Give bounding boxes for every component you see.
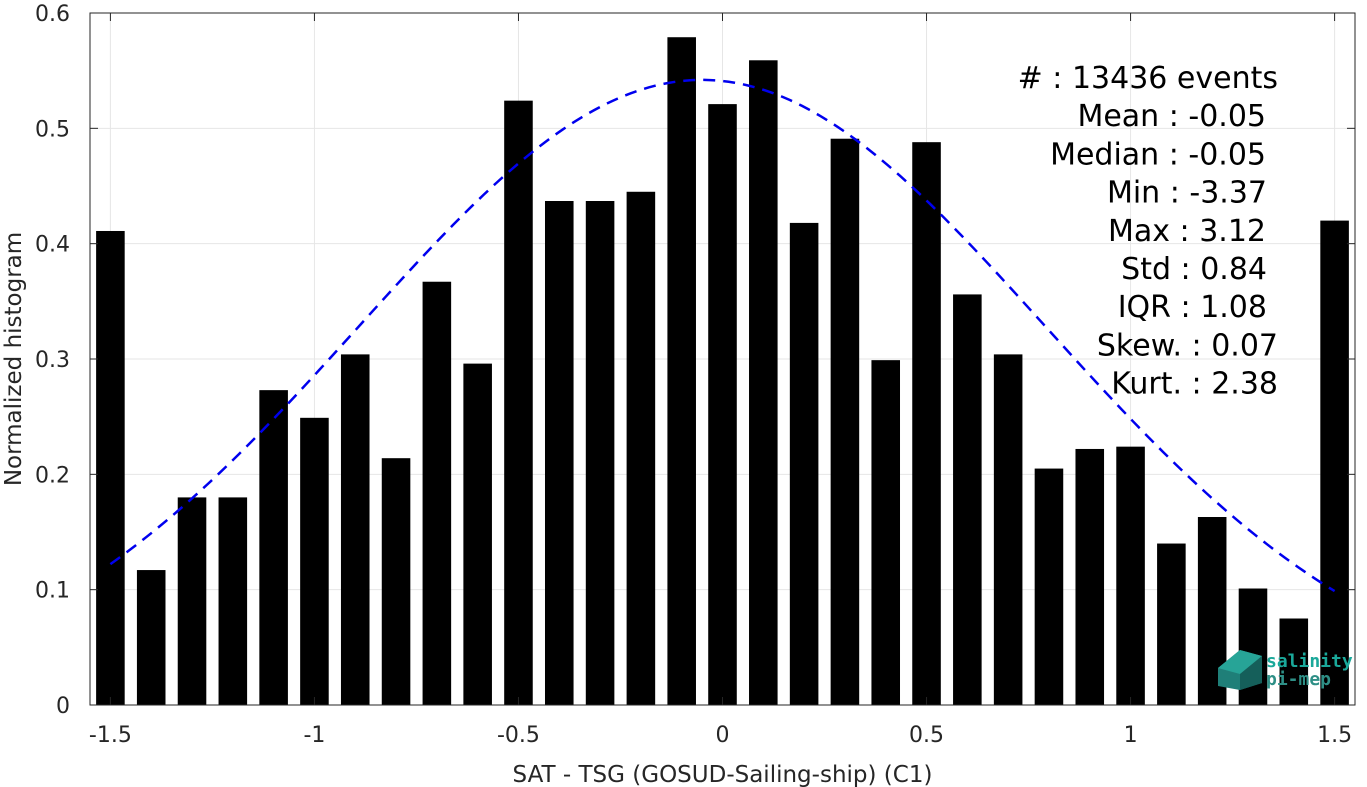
x-tick-label: 0.5 bbox=[909, 723, 944, 748]
logo-text-salinity: salinity bbox=[1266, 651, 1353, 672]
y-tick-label: 0 bbox=[56, 694, 70, 719]
y-tick-label: 0.1 bbox=[35, 579, 70, 604]
histogram-bar bbox=[1157, 543, 1186, 705]
histogram-bar bbox=[708, 104, 737, 705]
x-tick-label: 1.5 bbox=[1317, 723, 1352, 748]
histogram-bar bbox=[218, 497, 248, 705]
y-tick-label: 0.4 bbox=[35, 233, 70, 258]
histogram-bar bbox=[789, 222, 819, 705]
x-tick-label: -1 bbox=[303, 723, 325, 748]
stats-line: Min : -3.37 bbox=[1107, 176, 1267, 211]
x-tick-label: 0 bbox=[716, 723, 730, 748]
histogram-bar bbox=[830, 138, 860, 706]
y-axis-label: Normalized histogram bbox=[1, 232, 27, 486]
stats-line: # : 13436 events bbox=[1018, 61, 1278, 96]
histogram-bar bbox=[96, 230, 125, 706]
bars bbox=[96, 37, 1349, 706]
logo-cube-icon bbox=[1218, 650, 1262, 690]
histogram-bar bbox=[504, 100, 533, 706]
histogram-bar bbox=[1279, 618, 1309, 705]
x-tick-label: 1 bbox=[1124, 723, 1138, 748]
y-tick-label: 0.6 bbox=[35, 2, 70, 27]
y-tick-label: 0.5 bbox=[35, 117, 70, 142]
histogram-bar bbox=[626, 191, 656, 705]
stats-line: Kurt. : 2.38 bbox=[1111, 367, 1278, 402]
histogram-bar bbox=[1075, 448, 1105, 705]
stats-line: Median : -0.05 bbox=[1050, 137, 1266, 172]
x-tick-label: -0.5 bbox=[497, 723, 540, 748]
histogram-bar bbox=[871, 360, 901, 705]
histogram-bar bbox=[667, 37, 696, 706]
histogram-bar bbox=[463, 363, 492, 705]
histogram-bar bbox=[953, 294, 982, 705]
histogram-bar bbox=[993, 354, 1023, 705]
stats-line: Skew. : 0.07 bbox=[1097, 328, 1278, 363]
y-tick-label: 0.2 bbox=[35, 463, 70, 488]
stats-line: Std : 0.84 bbox=[1121, 252, 1267, 287]
histogram-bar bbox=[177, 497, 207, 705]
histogram-bar bbox=[300, 417, 329, 705]
histogram-bar bbox=[259, 390, 288, 705]
histogram-bar bbox=[422, 281, 452, 705]
histogram-bar bbox=[1116, 446, 1145, 705]
histogram-bar bbox=[544, 200, 574, 705]
histogram-bar bbox=[340, 354, 370, 705]
x-axis-label: SAT - TSG (GOSUD-Sailing-ship) (C1) bbox=[513, 762, 933, 787]
histogram-bar bbox=[749, 60, 778, 705]
histogram-bar bbox=[381, 458, 411, 705]
y-axis-ticks: 0 0.1 0.2 0.3 0.4 0.5 0.6 bbox=[35, 2, 1355, 719]
stats-line: Max : 3.12 bbox=[1108, 214, 1266, 249]
histogram-bar bbox=[585, 200, 615, 705]
histogram-bar bbox=[1320, 220, 1349, 705]
histogram-bar bbox=[136, 570, 166, 705]
x-axis-ticks: -1.5 -1 -0.5 0 0.5 1 1.5 bbox=[89, 13, 1352, 748]
histogram-bar bbox=[1034, 468, 1064, 705]
salinity-pi-mep-logo: salinity pi-mep bbox=[1218, 650, 1353, 690]
stats-line: Mean : -0.05 bbox=[1077, 99, 1266, 134]
logo-text-pi-mep: pi-mep bbox=[1266, 669, 1331, 690]
x-tick-label: -1.5 bbox=[89, 723, 132, 748]
stats-line: IQR : 1.08 bbox=[1118, 290, 1267, 325]
y-tick-label: 0.3 bbox=[35, 348, 70, 373]
histogram-bar bbox=[912, 142, 941, 705]
